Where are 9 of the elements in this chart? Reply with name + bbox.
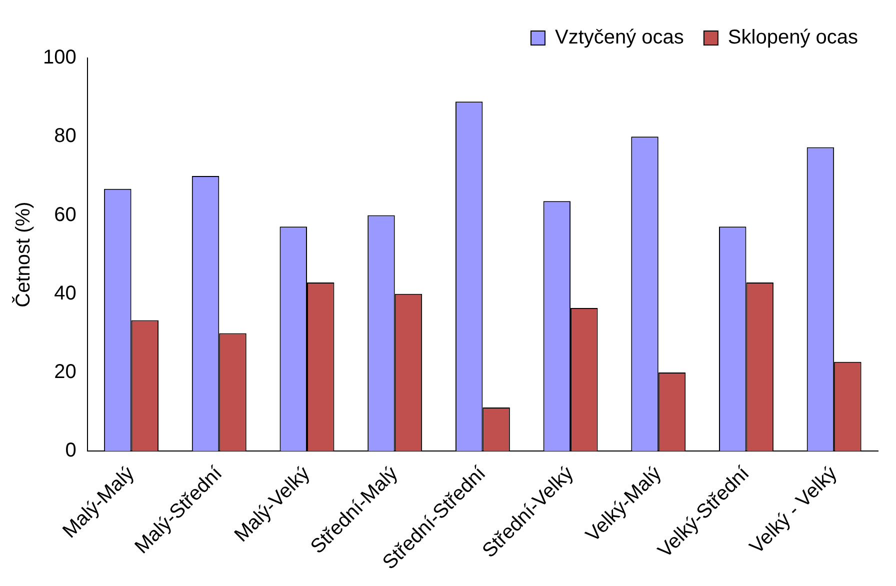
legend-label: Sklopený ocas <box>728 26 858 49</box>
y-tick-label: 60 <box>54 204 76 226</box>
y-tick-label: 0 <box>65 440 76 462</box>
y-tick-label: 40 <box>54 282 76 304</box>
y-axis-title: Četnost (%) <box>12 202 35 308</box>
y-tick-label: 20 <box>54 361 76 384</box>
y-tick-label: 100 <box>42 46 76 69</box>
legend-label: Vztyčený ocas <box>554 26 684 49</box>
y-tick-label: 80 <box>54 125 76 148</box>
